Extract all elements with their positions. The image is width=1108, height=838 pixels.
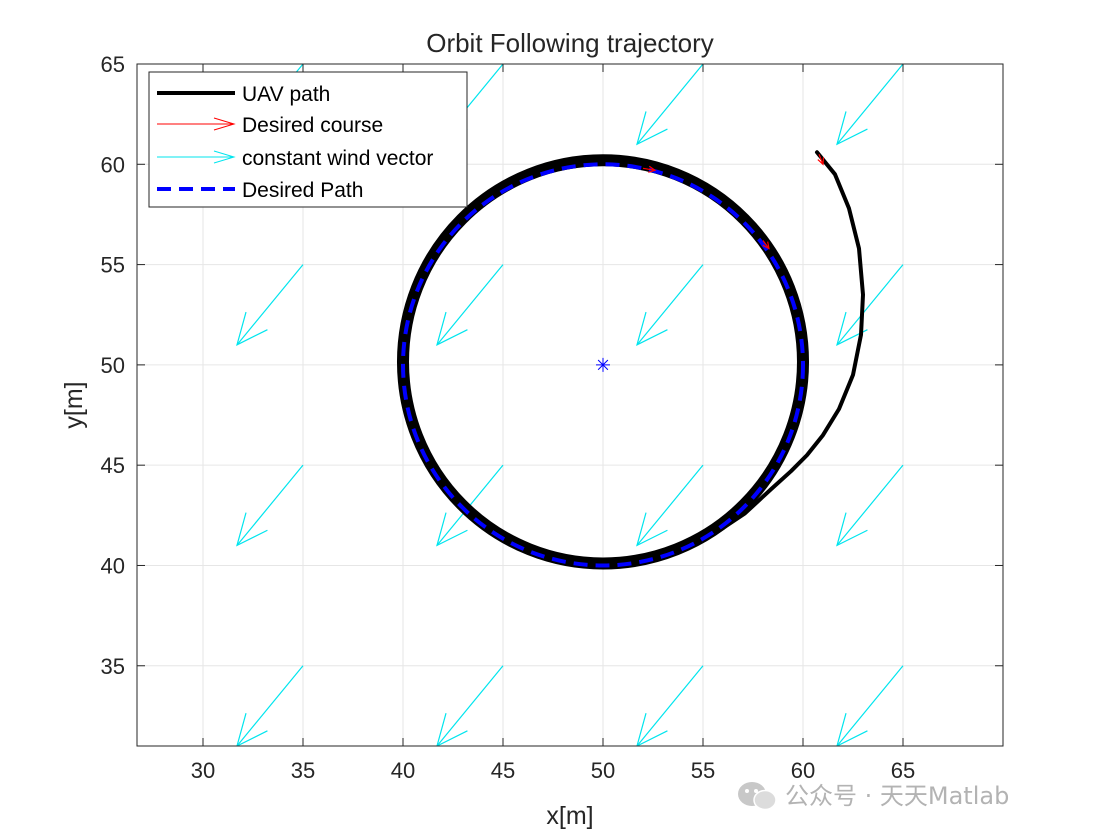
x-tick-label: 60 (791, 758, 815, 783)
wind-arrow (636, 665, 704, 746)
chart-title: Orbit Following trajectory (426, 28, 714, 58)
wind-arrow-head (636, 512, 668, 547)
wind-arrow (636, 464, 704, 547)
legend-label-desired-course: Desired course (242, 114, 383, 137)
wind-arrow (236, 464, 304, 547)
desired-course-shaft (762, 240, 770, 249)
x-tick-label: 65 (891, 758, 915, 783)
y-tick-label: 50 (101, 353, 125, 378)
wind-arrow-shaft (836, 64, 904, 145)
wind-arrow-shaft (436, 264, 504, 346)
desired-course-arrow (817, 154, 825, 166)
legend-label-desired-path: Desired Path (242, 179, 363, 202)
wind-arrow-head (436, 713, 468, 746)
wind-arrow-shaft (236, 464, 304, 546)
wind-arrow-head (836, 713, 868, 746)
wind-arrow-head (436, 512, 468, 547)
y-tick-label: 35 (101, 654, 125, 679)
wind-arrow-shaft (836, 264, 904, 346)
x-tick-label: 40 (391, 758, 415, 783)
wind-arrow-head (636, 713, 668, 746)
wind-arrow (836, 264, 904, 346)
x-tick-label: 35 (291, 758, 315, 783)
desired-course-shaft (642, 167, 656, 171)
wind-arrow-head (236, 713, 268, 746)
wind-arrow-head (236, 512, 268, 547)
wind-vectors (236, 64, 904, 746)
y-tick-label: 65 (101, 52, 125, 77)
wind-arrow (236, 665, 304, 746)
wind-arrow-shaft (836, 665, 904, 746)
desired-course-head (648, 165, 657, 173)
axis-ticks: 30 35 40 45 50 55 60 65 35 40 45 50 55 60 65 (101, 52, 1003, 783)
x-tick-label: 50 (591, 758, 615, 783)
wind-arrow (636, 64, 704, 146)
wind-arrow-head (836, 512, 868, 547)
wind-arrow-head (236, 311, 268, 346)
wind-arrow-head (836, 311, 868, 346)
wind-arrow (836, 64, 904, 146)
wind-arrow-head (436, 311, 468, 346)
legend-label-uav-path: UAV path (242, 83, 330, 106)
wind-arrow-shaft (836, 464, 904, 546)
legend-swatch-wind-vector (157, 150, 236, 164)
wind-arrow (436, 665, 504, 746)
x-tick-label: 45 (491, 758, 515, 783)
y-tick-label: 60 (101, 152, 125, 177)
wind-arrow (636, 264, 704, 346)
legend-label-wind-vector: constant wind vector (242, 147, 433, 170)
center-marker-stroke (597, 359, 609, 371)
wind-arrow (836, 665, 904, 746)
desired-path-circle (401, 162, 805, 568)
wind-arrow-shaft (236, 665, 304, 746)
x-tick-label: 30 (191, 758, 215, 783)
desired-course-head (817, 157, 825, 166)
orbit-center-marker (596, 357, 610, 372)
watermark-text: 公众号 · 天天Matlab (785, 782, 1009, 810)
desired-course-arrow (642, 165, 657, 173)
wind-arrow-shaft (436, 665, 504, 746)
wind-arrow-shaft (236, 264, 304, 346)
legend-swatch-desired-course (157, 117, 236, 131)
desired-course-arrows (642, 154, 825, 250)
wind-arrow-shaft (636, 464, 704, 546)
y-axis-label: y[m] (60, 381, 88, 428)
legend: UAV path Desired course constant wind ve… (148, 71, 468, 208)
y-tick-label: 40 (101, 553, 125, 578)
wind-arrow-shaft (636, 264, 704, 346)
desired-course-arrow (762, 240, 770, 250)
axes-box (136, 63, 1004, 747)
desired-path (401, 162, 805, 568)
wind-arrow-shaft (636, 64, 704, 145)
y-tick-label: 45 (101, 453, 125, 478)
x-tick-label: 55 (691, 758, 715, 783)
wind-arrow (836, 464, 904, 547)
wind-arrow-head (636, 311, 668, 346)
wechat-icon (738, 782, 777, 811)
wind-arrow-head (836, 111, 868, 146)
wind-arrow (236, 264, 304, 346)
desired-course-head (762, 241, 770, 250)
desired-course-shaft (818, 154, 824, 165)
wind-arrow-shaft (636, 665, 704, 746)
y-tick-label: 55 (101, 253, 125, 278)
watermark: 公众号 · 天天Matlab (738, 782, 1009, 811)
x-axis-label: x[m] (546, 802, 593, 830)
wind-arrow (436, 264, 504, 346)
wind-arrow-head (636, 111, 668, 146)
